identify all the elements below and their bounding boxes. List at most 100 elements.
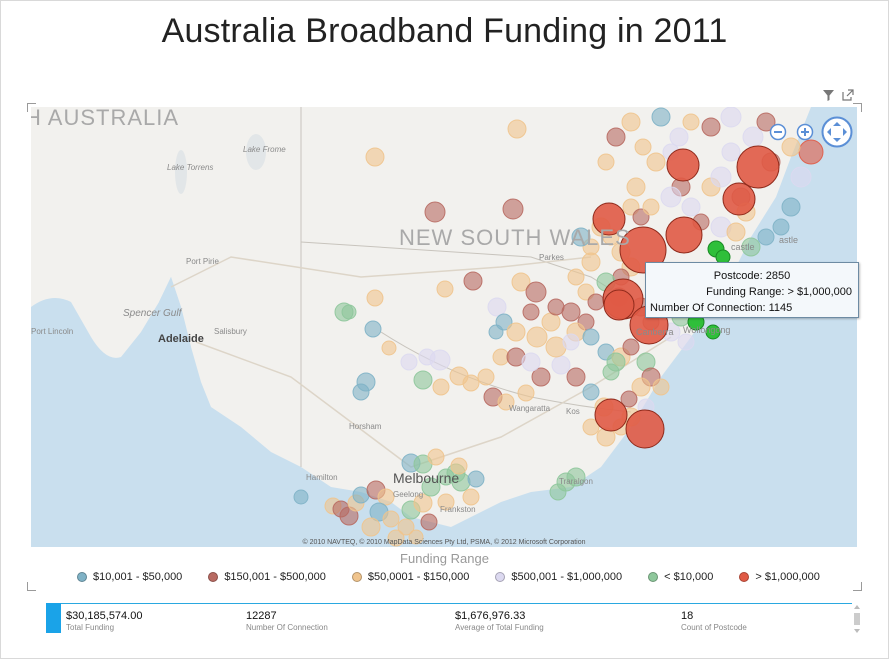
map-bubble[interactable] [531,367,551,387]
legend-item[interactable]: $10,001 - $50,000 [77,571,182,583]
map-bubble[interactable] [526,326,548,348]
map-bubble[interactable] [429,349,451,371]
map-bubble[interactable] [487,297,507,317]
popout-icon[interactable] [841,88,855,102]
map-bubble[interactable] [582,383,600,401]
map-bubble[interactable] [361,517,381,537]
map-bubble[interactable] [437,493,455,511]
map-bubble[interactable] [597,153,615,171]
map-bubble[interactable] [701,117,721,137]
map-bubble[interactable] [413,370,433,390]
filter-icon[interactable] [821,88,835,102]
bubble-map[interactable]: H AUSTRALIA NEW SOUTH WALES Lake Frome L… [31,107,857,547]
map-bubble[interactable] [341,304,357,320]
map-bubble[interactable] [522,303,540,321]
map-bubble[interactable] [382,510,400,528]
map-bubble[interactable] [626,177,646,197]
map-bubble[interactable] [463,271,483,291]
map-bubble[interactable] [561,302,581,322]
map-bubble[interactable] [582,418,600,436]
card-scrollbar[interactable] [853,604,861,634]
map-bubble[interactable] [293,489,309,505]
map-bubble[interactable] [352,383,370,401]
map-bubble[interactable] [387,529,405,547]
map-bubble[interactable] [364,320,382,338]
map-bubble[interactable] [620,390,638,408]
card-total-funding[interactable]: $30,185,574.00 Total Funding [66,610,142,632]
map-bubble[interactable] [681,197,701,217]
map-bubble[interactable] [790,166,812,188]
map-bubble[interactable] [634,138,652,156]
map-bubble[interactable] [652,378,670,396]
map-bubble[interactable] [365,147,385,167]
map-bubble-large[interactable] [592,202,626,236]
zoom-in-icon[interactable] [796,123,814,141]
map-bubble[interactable] [507,119,527,139]
map-bubble[interactable] [506,322,526,342]
map-bubble[interactable] [757,228,775,246]
map-bubble[interactable] [525,281,547,303]
map-bubble[interactable] [462,374,480,392]
map-bubble[interactable] [381,340,397,356]
map-bubble[interactable] [571,227,591,247]
map-bubble-large[interactable] [619,226,667,274]
map-bubble-large[interactable] [666,148,700,182]
legend-item[interactable]: $500,001 - $1,000,000 [495,571,622,583]
map-bubble[interactable] [720,107,742,128]
map-bubble[interactable] [781,197,801,217]
map-bubble[interactable] [566,467,586,487]
card-average-total-funding[interactable]: $1,676,976.33 Average of Total Funding [455,610,544,632]
map-bubble[interactable] [660,186,682,208]
map-bubble[interactable] [602,363,620,381]
card-count-of-postcode[interactable]: 18 Count of Postcode [681,610,747,632]
map-bubble[interactable] [424,201,446,223]
map-bubble[interactable] [621,112,641,132]
map-bubble-large[interactable] [625,409,665,449]
map-bubble[interactable] [427,448,445,466]
map-bubble-large[interactable] [736,145,780,189]
map-bubble[interactable] [646,152,666,172]
map-bubble[interactable] [682,113,700,131]
map-bubble[interactable] [400,353,418,371]
map-bubble[interactable] [397,518,415,536]
map-bubble[interactable] [677,333,695,351]
map-bubble[interactable] [462,488,480,506]
map-bubble[interactable] [502,198,524,220]
map-bubble-large[interactable] [722,182,756,216]
map-bubble[interactable] [651,107,671,127]
map-bubble[interactable] [741,237,761,257]
map-bubble[interactable] [421,477,441,497]
map-bubble[interactable] [467,470,485,488]
legend-item[interactable]: $150,001 - $500,000 [208,571,326,583]
map-bubble[interactable] [413,493,433,513]
map-bubble[interactable] [541,312,561,332]
map-bubble-large[interactable] [594,398,628,432]
map-bubble[interactable] [420,513,438,531]
legend-item[interactable]: > $1,000,000 [739,571,820,583]
map-bubble[interactable] [377,488,395,506]
map-bubble[interactable] [366,289,384,307]
map-bubble[interactable] [562,333,580,351]
map-bubble[interactable] [798,139,824,165]
map-bubble[interactable] [772,218,790,236]
map-bubble[interactable] [436,280,454,298]
map-bubble[interactable] [477,368,495,386]
map-bubble[interactable] [721,142,741,162]
map-bubble[interactable] [566,367,586,387]
pan-icon[interactable] [821,116,853,148]
map-bubble[interactable] [705,324,721,340]
map-bubble[interactable] [567,268,585,286]
map-bubble[interactable] [581,252,601,272]
map-bubble[interactable] [726,222,746,242]
map-bubble[interactable] [642,198,660,216]
map-bubble[interactable] [669,127,689,147]
map-bubble[interactable] [622,338,640,356]
map-bubble[interactable] [710,166,732,188]
map-bubble[interactable] [551,355,571,375]
map-bubble-large[interactable] [665,216,703,254]
map-bubble[interactable] [511,272,531,292]
map-bubble[interactable] [450,457,468,475]
map-bubble-large[interactable] [603,289,635,321]
legend-item[interactable]: $50,0001 - $150,000 [351,571,469,583]
map-bubble[interactable] [432,378,450,396]
